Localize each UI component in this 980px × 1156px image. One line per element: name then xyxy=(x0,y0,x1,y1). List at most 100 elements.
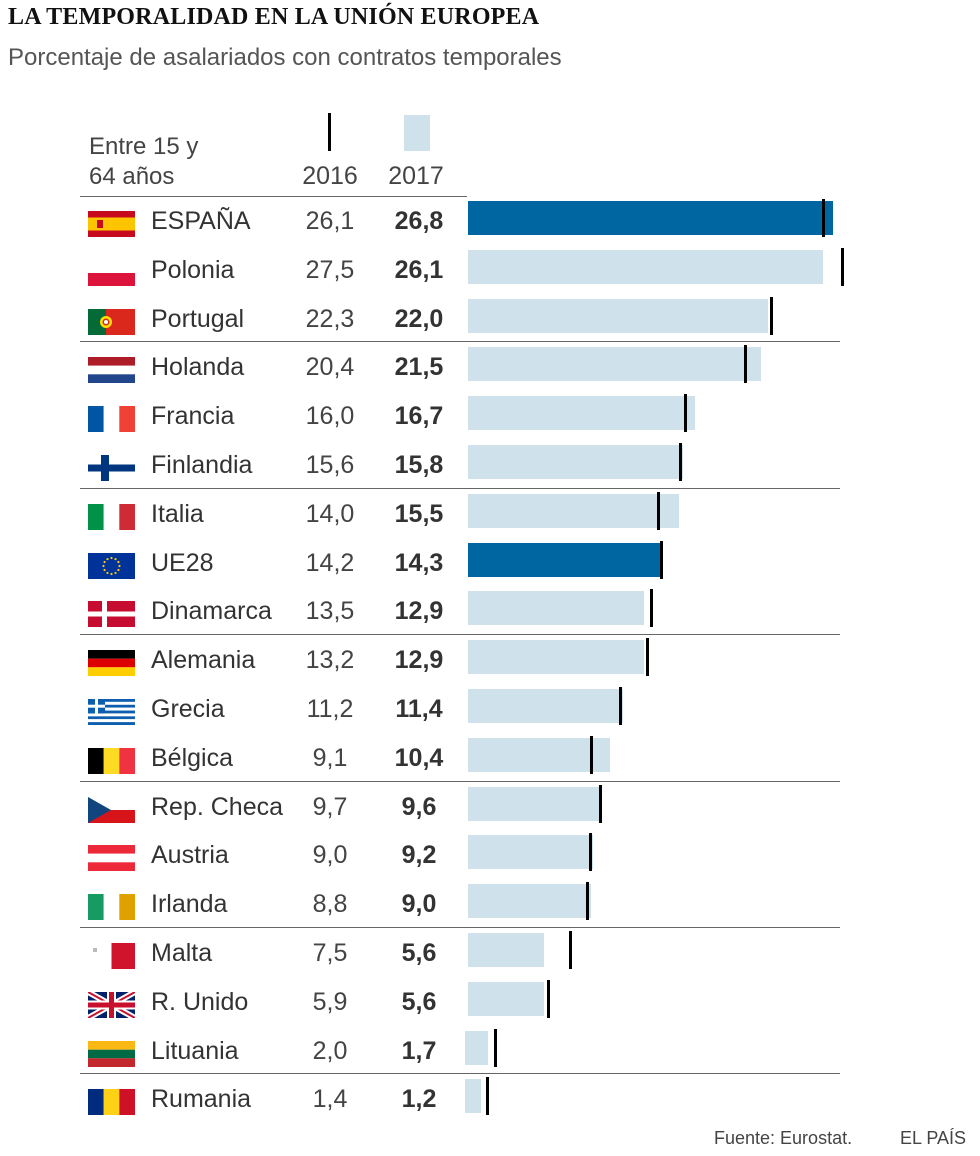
chart-row: Dinamarca 13,5 12,9 xyxy=(0,589,980,638)
marker-2016 xyxy=(589,833,593,872)
finland-flag-icon xyxy=(88,455,135,481)
value-2016-label: 27,5 xyxy=(305,255,355,284)
country-label: Italia xyxy=(151,499,204,528)
country-label: Irlanda xyxy=(151,890,228,919)
group-divider xyxy=(80,634,840,636)
marker-2016 xyxy=(659,540,663,579)
country-label: UE28 xyxy=(151,548,214,577)
value-2017-label: 22,0 xyxy=(394,304,444,333)
value-2017-label: 16,7 xyxy=(394,402,444,431)
value-2016-label: 13,5 xyxy=(305,597,355,626)
year-2016-header: 2016 xyxy=(302,162,358,190)
lithuania-flag-icon xyxy=(88,1040,135,1067)
greece-flag-icon xyxy=(88,699,135,725)
romania-flag-icon xyxy=(88,1089,135,1116)
bar-2017 xyxy=(468,396,696,431)
marker-2016 xyxy=(485,1077,489,1116)
year-2017-header: 2017 xyxy=(388,162,444,190)
value-2016-label: 14,0 xyxy=(305,499,355,528)
chart-title: LA TEMPORALIDAD EN LA UNIÓN EUROPEA xyxy=(8,4,540,30)
marker-2016 xyxy=(841,247,845,286)
chart-row: Bélgica 9,1 10,4 xyxy=(0,735,980,785)
value-2017-label: 14,3 xyxy=(394,548,444,577)
chart-row: Portugal 22,3 22,0 xyxy=(0,296,980,346)
value-2017-label: 15,5 xyxy=(394,499,444,528)
marker-2016 xyxy=(821,199,825,237)
group-divider xyxy=(80,341,840,343)
marker-2016 xyxy=(619,687,623,725)
bar-2017 xyxy=(468,591,644,626)
marker-2016 xyxy=(744,345,748,384)
source-note: Fuente: Eurostat. xyxy=(714,1128,853,1148)
publisher-brand: EL PAÍS xyxy=(900,1128,967,1148)
age-range-line1: Entre 15 y xyxy=(89,133,199,160)
value-2017-label: 9,0 xyxy=(401,890,437,919)
marker-2016 xyxy=(770,296,774,335)
country-label: Portugal xyxy=(151,304,245,333)
bar-2017 xyxy=(468,884,591,919)
germany-flag-icon xyxy=(88,650,135,677)
chart-row: Lituania 2,0 1,7 xyxy=(0,1028,980,1078)
age-range-label: Entre 15 y 64 años xyxy=(89,132,198,192)
value-2016-label: 9,7 xyxy=(312,792,348,821)
chart-row: Austria 9,0 9,2 xyxy=(0,833,980,882)
bar-2017 xyxy=(468,640,644,675)
group-divider xyxy=(80,1073,840,1075)
value-2017-label: 26,1 xyxy=(394,255,444,284)
value-2017-label: 5,6 xyxy=(401,939,437,967)
marker-2016 xyxy=(598,784,602,823)
value-2017-label: 15,8 xyxy=(394,451,444,479)
chart-row: Italia 14,0 15,5 xyxy=(0,491,980,541)
bar-2017 xyxy=(468,445,684,479)
header-divider xyxy=(80,196,467,197)
chart-row: Holanda 20,4 21,5 xyxy=(0,345,980,394)
country-label: Lituania xyxy=(151,1036,239,1065)
bar-2017 xyxy=(468,835,594,870)
value-2017-label: 9,2 xyxy=(401,841,437,870)
chart-row: Polonia 27,5 26,1 xyxy=(0,247,980,297)
country-label: Dinamarca xyxy=(151,597,272,626)
bar-2017 xyxy=(468,542,663,577)
value-2017-label: 1,2 xyxy=(401,1085,437,1114)
value-2017-label: 12,9 xyxy=(394,646,444,675)
marker-2016 xyxy=(590,735,594,774)
eu-flag-icon xyxy=(88,552,135,579)
value-2017-label: 12,9 xyxy=(394,597,444,626)
netherlands-flag-icon xyxy=(88,357,135,384)
value-2017-label: 5,6 xyxy=(401,987,437,1016)
belgium-flag-icon xyxy=(88,747,135,774)
bar-2017 xyxy=(468,689,624,723)
country-label: Alemania xyxy=(151,646,256,675)
value-2016-label: 16,0 xyxy=(305,402,355,431)
group-divider xyxy=(80,927,840,928)
bar-2017 xyxy=(468,201,834,235)
country-label: Bélgica xyxy=(151,743,233,772)
chart-row: Alemania 13,2 12,9 xyxy=(0,638,980,687)
value-2016-label: 1,4 xyxy=(312,1085,348,1114)
marker-2016 xyxy=(493,1028,497,1067)
value-2017-label: 10,4 xyxy=(394,743,444,772)
value-2017-label: 1,7 xyxy=(401,1036,437,1065)
chart-row: Finlandia 15,6 15,8 xyxy=(0,443,980,492)
bar-2017 xyxy=(468,786,599,821)
age-range-line2: 64 años xyxy=(89,163,175,190)
country-label: Finlandia xyxy=(151,451,253,479)
value-2016-label: 26,1 xyxy=(305,207,355,235)
marker-2016 xyxy=(650,589,654,628)
marker-2016 xyxy=(646,638,650,677)
value-2016-label: 7,5 xyxy=(312,939,348,967)
italy-flag-icon xyxy=(88,503,135,530)
chart-row: Rumania 1,4 1,2 xyxy=(0,1077,980,1126)
value-2016-label: 14,2 xyxy=(305,548,355,577)
value-2017-label: 9,6 xyxy=(401,792,437,821)
value-2016-label: 22,3 xyxy=(305,304,355,333)
value-2016-label: 20,4 xyxy=(305,353,355,382)
value-2017-label: 26,8 xyxy=(394,207,444,235)
chart-subtitle: Porcentaje de asalariados con contratos … xyxy=(8,44,562,71)
country-label: R. Unido xyxy=(151,987,249,1016)
marker-2016 xyxy=(684,394,688,433)
chart-row: R. Unido 5,9 5,6 xyxy=(0,979,980,1029)
marker-2016 xyxy=(657,491,661,530)
value-2016-label: 9,0 xyxy=(312,841,348,870)
chart-row: Francia 16,0 16,7 xyxy=(0,394,980,443)
